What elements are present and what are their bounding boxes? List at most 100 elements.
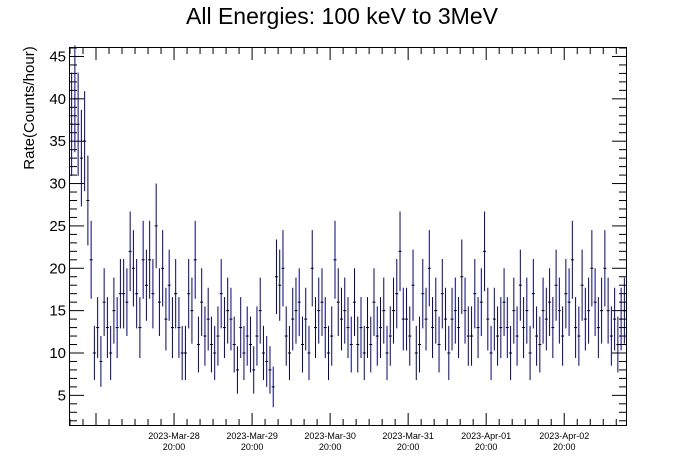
data-point <box>567 268 571 337</box>
data-point <box>154 183 158 269</box>
data-point <box>408 306 412 366</box>
data-point <box>531 258 535 329</box>
data-point <box>431 297 435 359</box>
data-point <box>294 277 298 344</box>
data-point <box>574 297 578 359</box>
data-point <box>356 316 360 373</box>
data-point <box>570 220 574 299</box>
data-point <box>453 277 457 344</box>
data-point <box>583 287 587 351</box>
data-point <box>470 306 474 366</box>
data-point <box>515 306 519 366</box>
data-point <box>141 220 145 299</box>
data-point <box>232 316 236 373</box>
data-point <box>609 306 613 366</box>
data-point <box>499 297 503 359</box>
x-tick-label-date: 2023-Apr-01 <box>461 431 511 441</box>
data-point <box>369 316 373 373</box>
data-point <box>167 249 171 321</box>
y-tick-label: 20 <box>49 260 66 277</box>
data-point <box>122 258 126 329</box>
data-point <box>512 277 516 344</box>
data-point <box>92 325 96 381</box>
data-point <box>235 346 239 394</box>
data-point <box>323 297 327 359</box>
data-point <box>551 297 555 359</box>
data-point <box>245 306 249 366</box>
data-point <box>535 306 539 366</box>
x-tick-label-time: 20:00 <box>241 442 264 452</box>
data-point <box>281 230 285 307</box>
data-point <box>229 287 233 351</box>
data-point <box>118 258 122 329</box>
data-point <box>317 277 321 344</box>
data-series <box>70 45 626 408</box>
data-point <box>375 306 379 366</box>
data-point <box>541 277 545 344</box>
data-point <box>466 306 470 366</box>
data-point <box>505 297 509 359</box>
data-point <box>489 325 493 381</box>
data-point <box>187 258 191 329</box>
data-point <box>274 239 278 315</box>
y-tick-label: 5 <box>58 387 66 404</box>
data-point <box>109 325 113 381</box>
data-point <box>151 258 155 329</box>
x-tick-label-date: 2023-Mar-30 <box>304 431 356 441</box>
x-tick-label-date: 2023-Mar-29 <box>226 431 278 441</box>
data-point <box>209 316 213 373</box>
data-point <box>297 268 301 337</box>
data-point <box>268 346 272 394</box>
y-tick-label: 10 <box>49 345 66 362</box>
data-point <box>125 268 129 337</box>
data-point <box>587 277 591 344</box>
data-point <box>457 297 461 359</box>
data-point <box>502 268 506 337</box>
x-tick-label-date: 2023-Mar-28 <box>148 431 200 441</box>
data-point <box>460 239 464 315</box>
data-point <box>86 155 90 246</box>
data-point <box>79 109 83 207</box>
x-tick-label-time: 20:00 <box>397 442 420 452</box>
data-point <box>304 287 308 351</box>
x-tick-label-time: 20:00 <box>475 442 498 452</box>
data-point <box>522 297 526 359</box>
data-point <box>525 277 529 344</box>
y-axis-label: Rate(Counts/hour) <box>21 46 38 169</box>
chart-title: All Energies: 100 keV to 3MeV <box>186 3 499 29</box>
data-point <box>339 287 343 351</box>
data-point <box>395 258 399 329</box>
y-tick-label: 15 <box>49 303 66 320</box>
data-point <box>492 287 496 351</box>
x-tick-label-date: 2023-Apr-02 <box>539 431 589 441</box>
data-point <box>284 306 288 366</box>
data-point <box>252 346 256 394</box>
y-tick-label: 40 <box>49 91 66 108</box>
data-point <box>206 287 210 351</box>
data-point <box>131 230 135 307</box>
data-point <box>222 297 226 359</box>
data-point <box>577 306 581 366</box>
data-point <box>353 268 357 337</box>
data-point <box>411 249 415 321</box>
data-point <box>564 258 568 329</box>
data-point <box>544 287 548 351</box>
data-point <box>421 258 425 329</box>
data-point <box>473 258 477 329</box>
data-point <box>379 297 383 359</box>
data-point <box>271 366 275 408</box>
x-tick-label-time: 20:00 <box>553 442 576 452</box>
x-tick-label-date: 2023-Mar-31 <box>382 431 434 441</box>
data-point <box>144 249 148 321</box>
data-point <box>115 297 119 359</box>
data-point <box>96 297 100 359</box>
data-point <box>450 287 454 351</box>
data-point <box>590 230 594 307</box>
data-point <box>196 316 200 373</box>
data-point <box>414 325 418 381</box>
data-point <box>440 258 444 329</box>
data-point <box>242 325 246 381</box>
data-point <box>434 277 438 344</box>
data-point <box>437 316 441 373</box>
